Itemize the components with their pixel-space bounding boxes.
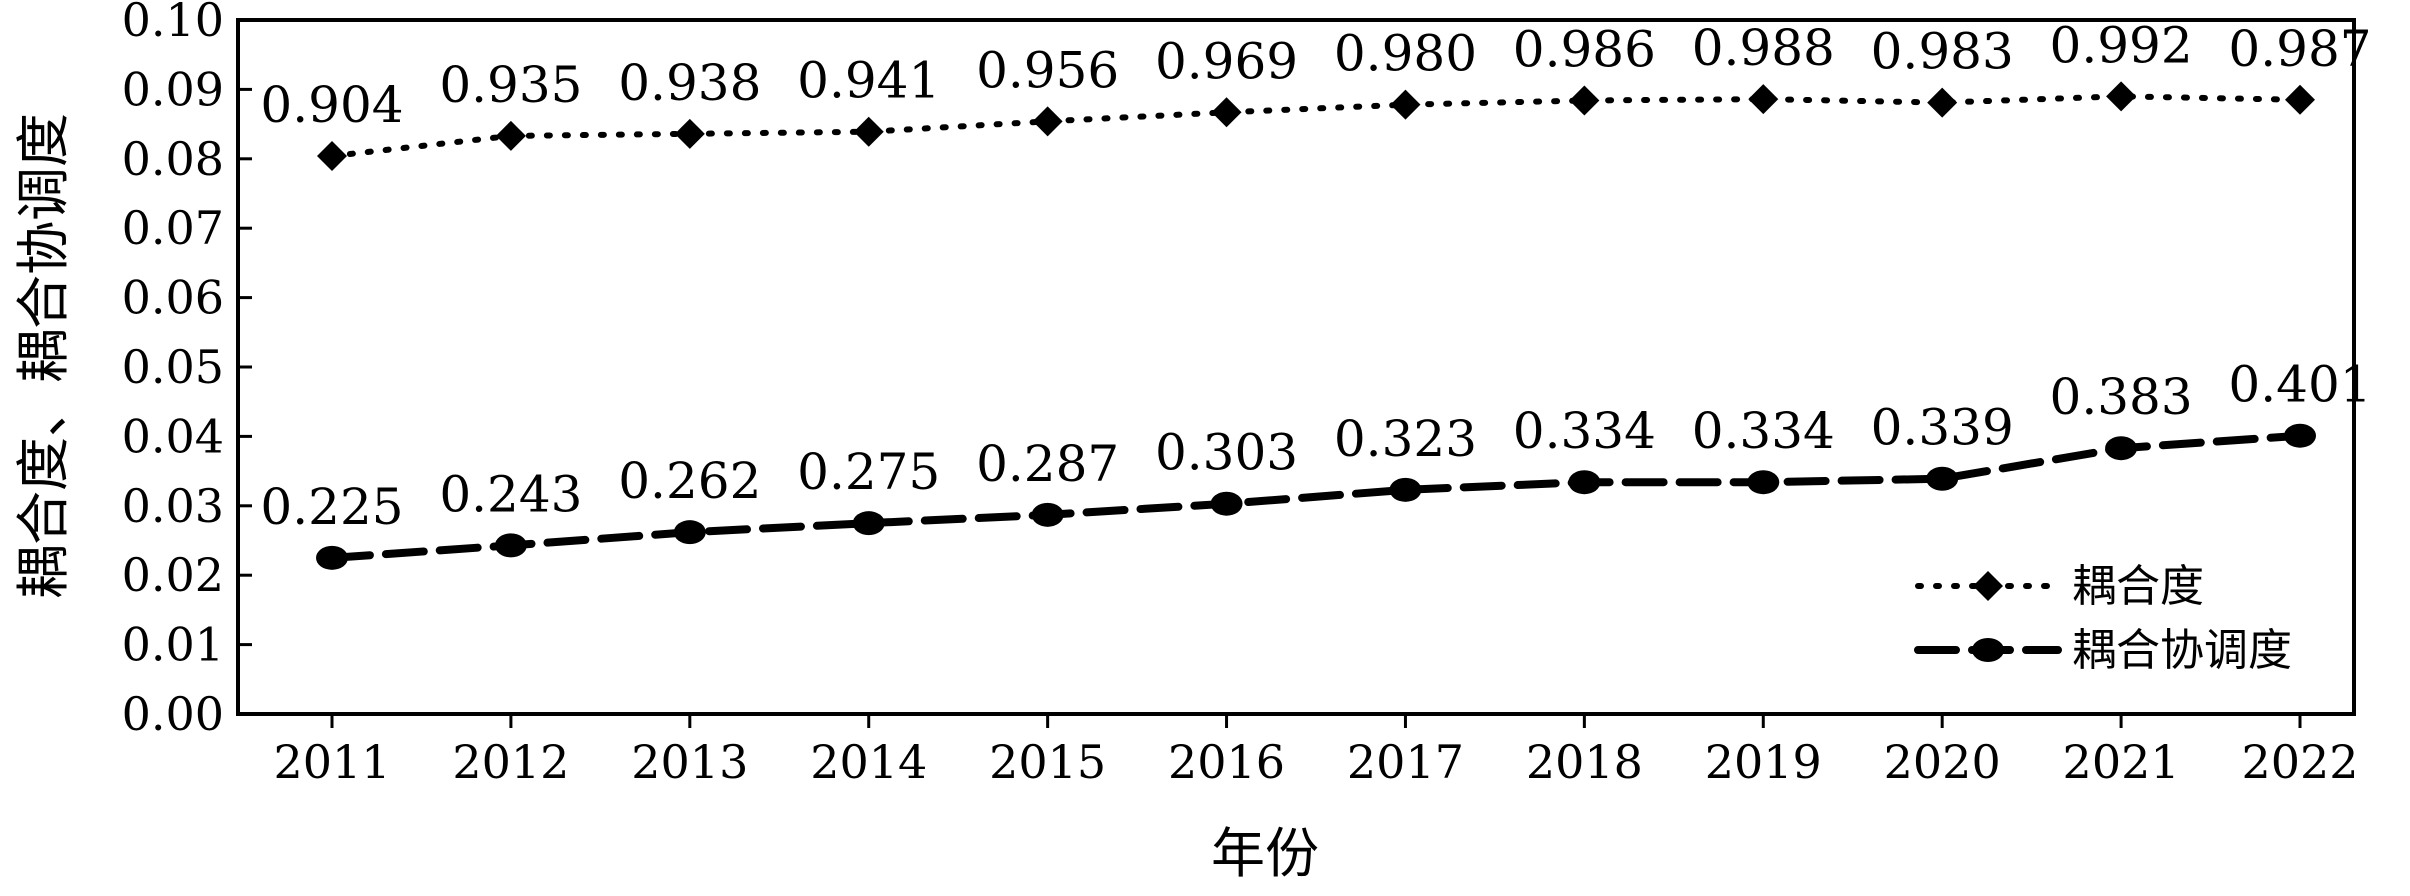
data-point [1568,470,1601,495]
data-label: 0.401 [2228,356,2371,414]
legend-marker [1973,571,2003,601]
plot-frame [236,18,2356,716]
data-label: 0.323 [1334,410,1477,468]
x-tick-label: 2022 [2241,735,2358,789]
y-tick-label: 0.02 [122,548,224,602]
data-point [1389,477,1422,502]
data-point [1210,491,1243,516]
data-label: 0.243 [439,465,582,523]
data-point [316,545,348,570]
legend-marker [1972,638,2004,662]
data-label: 0.225 [260,478,403,536]
data-label: 0.383 [2050,368,2193,426]
y-tick-label: 0.01 [122,618,224,672]
data-label: 0.969 [1155,32,1298,90]
data-label: 0.334 [1692,402,1835,460]
data-label: 0.303 [1155,424,1298,482]
y-tick-label: 0.10 [122,0,224,47]
y-axis-ticks: 0.00 0.01 0.02 0.03 0.04 0.05 0.06 0.07 0.08 0.09… [122,0,252,741]
y-tick-label: 0.07 [122,201,224,255]
data-label: 0.992 [2050,16,2193,74]
data-point [1032,106,1063,137]
x-tick-label: 2011 [273,735,390,789]
data-label: 0.275 [797,443,940,501]
x-tick-label: 2013 [631,735,748,789]
y-axis-title: 耦合度、耦合协调度 [12,113,75,599]
plot-area [236,18,2356,716]
data-point [494,533,527,558]
data-point [1211,97,1242,128]
data-label: 0.287 [976,435,1119,493]
data-label: 0.983 [1871,23,2014,81]
y-tick-label: 0.03 [122,479,224,533]
y-tick-label: 0.06 [122,271,224,325]
legend-label: 耦合度 [2072,561,2204,612]
data-point [317,141,347,172]
data-point [1747,470,1780,495]
data-label: 0.938 [618,54,761,112]
data-label: 0.987 [2228,20,2371,78]
x-tick-label: 2016 [1168,735,1285,789]
data-point [673,520,706,545]
data-point [674,118,705,149]
series-line [329,93,2303,160]
series-1: 0.904 0.935 0.938 0.941 0.956 0.969 0.980 0.986… [260,16,2372,172]
data-point [1390,89,1421,120]
x-axis-title: 年份 [1211,822,1319,885]
legend-item: 耦合协调度 [1914,625,2292,676]
data-point [1031,502,1064,527]
data-point [853,116,884,147]
data-point [495,120,526,151]
data-point [2285,84,2315,115]
y-tick-label: 0.04 [122,409,224,463]
x-tick-label: 2014 [810,735,927,789]
series-2: 0.225 0.243 0.262 0.275 0.287 0.303 0.323 0.334… [260,356,2372,570]
x-tick-label: 2012 [452,735,569,789]
x-tick-label: 2018 [1526,735,1643,789]
data-label: 0.941 [797,52,940,110]
x-axis-ticks: 2011 2012 2013 2014 2015 2016 2017 2018 2019 2020… [273,714,2359,789]
data-point [2284,423,2316,448]
data-point [1748,84,1779,115]
data-point [852,511,885,536]
y-tick-label: 0.05 [122,340,224,394]
series-line [328,431,2304,562]
x-tick-label: 2019 [1705,735,1822,789]
y-tick-label: 0.00 [122,687,224,741]
data-point [1569,85,1600,116]
series-layer: 0.904 0.935 0.938 0.941 0.956 0.969 0.980 0.986… [260,16,2372,570]
y-tick-label: 0.08 [122,132,224,186]
data-label: 0.339 [1871,399,2014,457]
legend-label: 耦合协调度 [2072,625,2292,676]
data-point [2106,81,2137,112]
data-point [1926,466,1959,491]
data-label: 0.904 [260,76,403,134]
data-label: 0.956 [976,41,1119,99]
x-tick-label: 2020 [1884,735,2001,789]
data-label: 0.980 [1334,25,1477,83]
x-tick-label: 2021 [2063,735,2180,789]
data-point [1927,87,1958,118]
legend-item: 耦合度 [1915,561,2204,612]
data-point [2105,436,2138,461]
x-tick-label: 2017 [1347,735,1464,789]
x-tick-label: 2015 [989,735,1106,789]
data-label: 0.935 [439,56,582,114]
data-label: 0.334 [1513,402,1656,460]
data-label: 0.262 [618,452,761,510]
y-tick-label: 0.09 [122,62,224,116]
data-label: 0.988 [1692,19,1835,77]
data-label: 0.986 [1513,21,1656,79]
